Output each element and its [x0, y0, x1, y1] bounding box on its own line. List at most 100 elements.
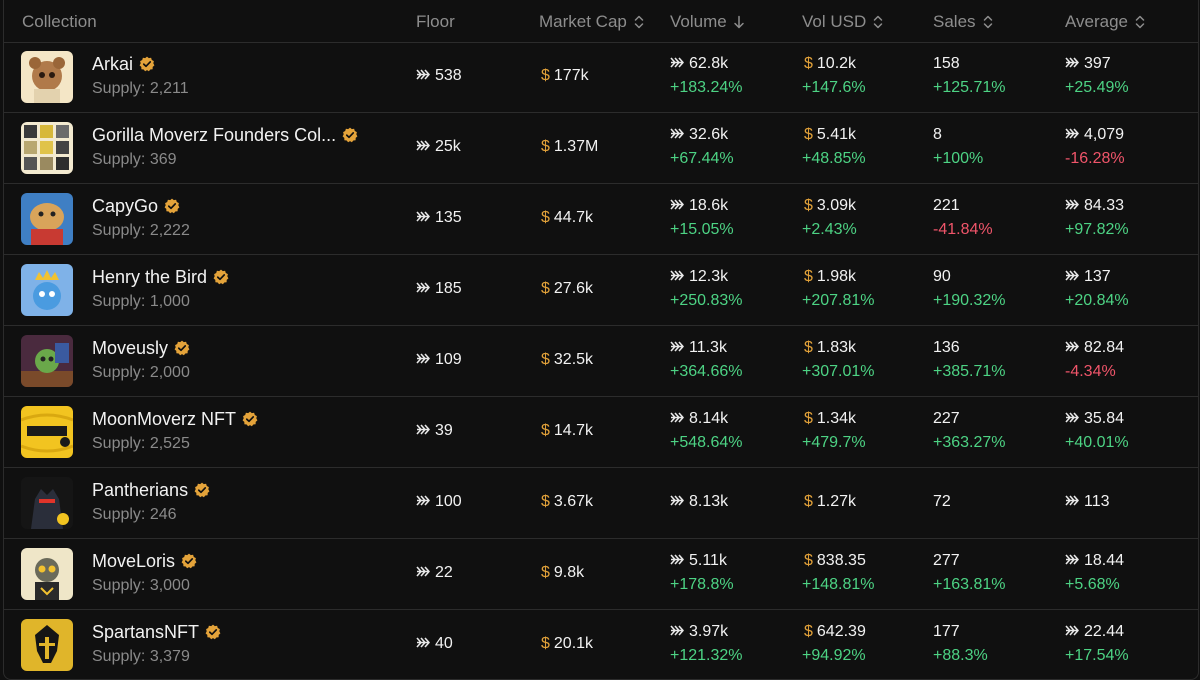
table-row[interactable]: Pantherians Supply: 246 100 $3.67k 8.13k… — [4, 468, 1198, 539]
vol-usd-change: +2.43% — [802, 221, 857, 238]
sales-value: 8 — [933, 126, 942, 143]
collection-name[interactable]: Moveusly — [92, 338, 190, 359]
table-row[interactable]: Gorilla Moverz Founders Col... Supply: 3… — [4, 113, 1198, 184]
collection-supply: Supply: 3,379 — [92, 648, 190, 665]
move-token-icon — [416, 495, 430, 506]
dollar-icon: $ — [804, 268, 813, 285]
move-token-icon — [1065, 412, 1079, 423]
verified-badge-icon — [139, 56, 155, 72]
vol-usd-value: $642.39 — [804, 623, 866, 640]
move-token-icon — [670, 57, 684, 68]
collection-supply: Supply: 2,211 — [92, 80, 189, 97]
move-token-icon — [416, 282, 430, 293]
collection-name[interactable]: MoveLoris — [92, 551, 197, 572]
collection-avatar — [21, 193, 73, 245]
vol-usd-change: +48.85% — [802, 150, 866, 167]
collection-supply: Supply: 369 — [92, 151, 177, 168]
table-row[interactable]: MoonMoverz NFT Supply: 2,525 39 $14.7k 8… — [4, 397, 1198, 468]
collection-name[interactable]: CapyGo — [92, 196, 180, 217]
table-row[interactable]: Moveusly Supply: 2,000 109 $32.5k 11.3k … — [4, 326, 1198, 397]
sales-value: 136 — [933, 339, 960, 356]
column-market-cap[interactable]: Market Cap — [539, 12, 645, 32]
vol-usd-change: +307.01% — [802, 363, 875, 380]
average-value: 18.44 — [1065, 552, 1124, 570]
sort-both-icon — [872, 15, 884, 29]
dollar-icon: $ — [541, 209, 550, 226]
move-token-icon — [670, 270, 684, 281]
dollar-icon: $ — [804, 339, 813, 356]
average-value: 84.33 — [1065, 197, 1124, 215]
vol-usd-change: +147.6% — [802, 79, 866, 96]
average-value: 4,079 — [1065, 126, 1124, 144]
table-row[interactable]: Arkai Supply: 2,211 538 $177k 62.8k +183… — [4, 42, 1198, 113]
collection-supply: Supply: 2,000 — [92, 364, 190, 381]
average-change: +97.82% — [1065, 221, 1129, 238]
move-token-icon — [416, 566, 430, 577]
collection-name[interactable]: Pantherians — [92, 480, 210, 501]
vol-usd-value: $5.41k — [804, 126, 857, 143]
market-cap-value: $14.7k — [541, 422, 594, 439]
volume-value: 62.8k — [670, 55, 728, 73]
average-value: 137 — [1065, 268, 1111, 286]
floor-value: 135 — [416, 209, 462, 227]
collection-name[interactable]: SpartansNFT — [92, 622, 221, 643]
sales-value: 227 — [933, 410, 960, 427]
volume-value: 18.6k — [670, 197, 728, 215]
column-collection: Collection — [22, 12, 97, 31]
collection-supply: Supply: 2,525 — [92, 435, 190, 452]
dollar-icon: $ — [541, 422, 550, 439]
move-token-icon — [670, 341, 684, 352]
table-header: Collection Floor Market Cap Volume Vol U… — [4, 0, 1198, 43]
column-vol-usd[interactable]: Vol USD — [802, 12, 884, 32]
volume-change: +15.05% — [670, 221, 734, 238]
move-token-icon — [1065, 270, 1079, 281]
move-token-icon — [1065, 341, 1079, 352]
column-average[interactable]: Average — [1065, 12, 1146, 32]
collection-name[interactable]: Gorilla Moverz Founders Col... — [92, 125, 358, 146]
vol-usd-change: +207.81% — [802, 292, 875, 309]
volume-change: +121.32% — [670, 647, 743, 664]
sales-change: -41.84% — [933, 221, 993, 238]
verified-badge-icon — [242, 411, 258, 427]
dollar-icon: $ — [804, 552, 813, 569]
table-row[interactable]: MoveLoris Supply: 3,000 22 $9.8k 5.11k +… — [4, 539, 1198, 610]
move-token-icon — [1065, 554, 1079, 565]
table-row[interactable]: SpartansNFT Supply: 3,379 40 $20.1k 3.97… — [4, 610, 1198, 679]
floor-value: 185 — [416, 280, 462, 298]
average-change: -16.28% — [1065, 150, 1125, 167]
vol-usd-change: +94.92% — [802, 647, 866, 664]
volume-value: 32.6k — [670, 126, 728, 144]
collection-avatar — [21, 51, 73, 103]
volume-change: +178.8% — [670, 576, 734, 593]
collection-name[interactable]: Henry the Bird — [92, 267, 229, 288]
sales-change: +190.32% — [933, 292, 1006, 309]
dollar-icon: $ — [541, 280, 550, 297]
average-change: -4.34% — [1065, 363, 1116, 380]
market-cap-value: $1.37M — [541, 138, 599, 155]
sales-change: +125.71% — [933, 79, 1006, 96]
volume-value: 12.3k — [670, 268, 728, 286]
dollar-icon: $ — [541, 138, 550, 155]
collection-avatar — [21, 406, 73, 458]
floor-value: 538 — [416, 67, 462, 85]
sales-value: 90 — [933, 268, 951, 285]
sort-both-icon — [982, 15, 994, 29]
table-row[interactable]: Henry the Bird Supply: 1,000 185 $27.6k … — [4, 255, 1198, 326]
volume-value: 5.11k — [670, 552, 727, 570]
collection-name[interactable]: Arkai — [92, 54, 155, 75]
vol-usd-value: $10.2k — [804, 55, 857, 72]
average-change: +5.68% — [1065, 576, 1120, 593]
floor-value: 109 — [416, 351, 462, 369]
sales-value: 277 — [933, 552, 960, 569]
column-volume[interactable]: Volume — [670, 12, 745, 32]
move-token-icon — [670, 554, 684, 565]
collection-supply: Supply: 3,000 — [92, 577, 190, 594]
collection-name[interactable]: MoonMoverz NFT — [92, 409, 258, 430]
market-cap-value: $177k — [541, 67, 589, 84]
dollar-icon: $ — [541, 635, 550, 652]
table-row[interactable]: CapyGo Supply: 2,222 135 $44.7k 18.6k +1… — [4, 184, 1198, 255]
collections-table: Collection Floor Market Cap Volume Vol U… — [3, 0, 1199, 680]
column-sales[interactable]: Sales — [933, 12, 994, 32]
market-cap-value: $9.8k — [541, 564, 585, 581]
dollar-icon: $ — [804, 55, 813, 72]
